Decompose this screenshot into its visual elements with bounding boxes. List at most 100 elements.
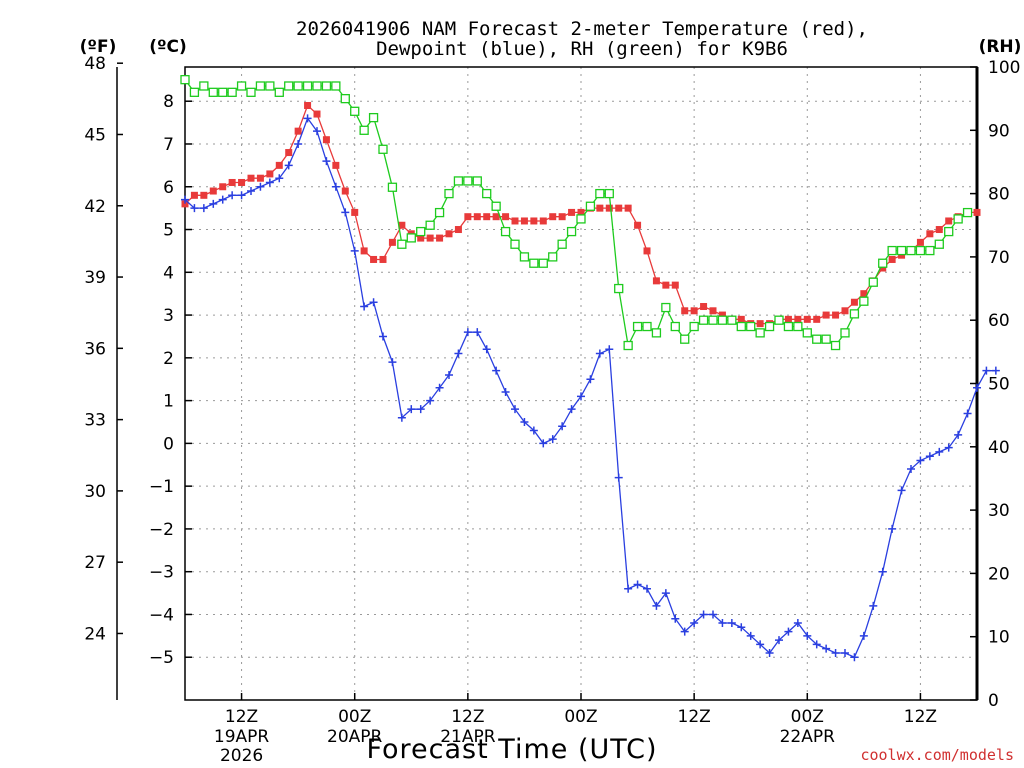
rh-point [632,321,643,332]
rh-point [736,321,746,332]
temperature-point [935,226,943,234]
x-tick-label: 00Z [564,707,597,727]
temperature-point [219,183,227,191]
rh-point [434,207,445,218]
dewpoint-point [511,405,519,414]
dewpoint-point [916,456,925,465]
temperature-point [643,247,651,255]
dewpoint-point [454,349,463,358]
dewpoint-point [548,435,557,444]
temperature-point [973,208,981,216]
temperature-point [190,191,198,199]
dewpoint-point [652,601,661,610]
rh-point [529,258,539,268]
rh-point [378,144,388,154]
rh-point [255,81,266,91]
dewpoint-point [567,405,576,414]
rh-point [406,233,416,243]
rh-point [199,81,209,91]
temperature-point [370,255,378,263]
dewpoint-point [822,644,831,653]
temperature-point [615,204,623,212]
dewpoint-point [756,640,765,649]
dewpoint-point [727,619,736,628]
temperature-point [596,204,604,212]
temperature-point [926,230,934,238]
x-tick-label: 12Z [678,707,711,727]
dewpoint-point [643,584,651,593]
rh-tick-label: 20 [988,564,1010,584]
dewpoint-point [435,383,444,392]
rh-point [510,239,520,249]
rh-point [274,87,284,97]
temperature-point [539,217,547,225]
temperature-point [888,255,896,263]
x-tick-date: 21APR [440,727,496,747]
temperature-point [634,221,642,229]
dewpoint-point [746,631,755,640]
dewpoint-point [973,383,981,392]
dewpoint-point [445,370,453,379]
dewpoint-point [341,208,350,217]
temperature-point [502,213,510,221]
temperature-point [313,110,321,118]
fahrenheit-tick-label: 30 [84,482,106,502]
temperature-point [530,217,538,225]
temperature-point [200,191,208,199]
temperature-point [294,127,302,135]
dewpoint-point [888,524,897,533]
x-tick-year: 2026 [220,746,263,766]
dewpoint-point [209,199,218,208]
grid-lines [185,67,977,700]
dewpoint-point [859,631,868,640]
temperature-point [388,238,396,246]
temperature-point [360,247,368,255]
rh-point [962,207,973,218]
temperature-point [181,200,189,208]
rh-point [397,239,407,249]
rh-point [623,340,633,351]
dewpoint-point [350,246,359,255]
fahrenheit-unit-label: (ºF) [80,37,117,57]
rh-point [830,340,841,351]
dewpoint-point [982,366,991,375]
dewpoint-point [661,589,670,598]
temperature-point [737,315,745,323]
rh-point [878,258,888,268]
dewpoint-point [256,182,265,191]
dewpoint-point [586,375,595,384]
rh-point [566,226,577,237]
dewpoint-point [492,366,501,375]
temperature-point [464,213,472,221]
temperature-point [850,298,858,306]
dewpoint-point [633,580,642,589]
rh-tick-label: 100 [988,58,1020,78]
rh-point [585,201,596,211]
rh-point [576,214,586,224]
dewpoint-point [181,195,189,204]
temperature-point [832,311,840,319]
celsius-tick-label: −5 [149,648,174,668]
dewpoint-point [850,653,859,662]
dewpoint-point [775,636,783,645]
rh-point [359,125,369,135]
rh-point [246,87,256,97]
dewpoint-point [709,610,717,619]
rh-point [651,328,662,338]
rh-point [774,315,784,325]
rh-point [227,87,237,97]
rh-point [548,252,558,262]
rh-tick-label: 40 [988,438,1010,458]
dewpoint-point [331,182,340,191]
temperature-point [341,187,349,195]
temperature-point [700,303,708,311]
dewpoint-point [360,302,369,311]
temperature-point [398,221,406,229]
dewpoint-point [718,619,727,628]
temperature-point [813,315,821,323]
rh-point [746,321,756,332]
rh-point [840,328,850,338]
rh-point [934,239,944,249]
rh-point [925,245,935,256]
